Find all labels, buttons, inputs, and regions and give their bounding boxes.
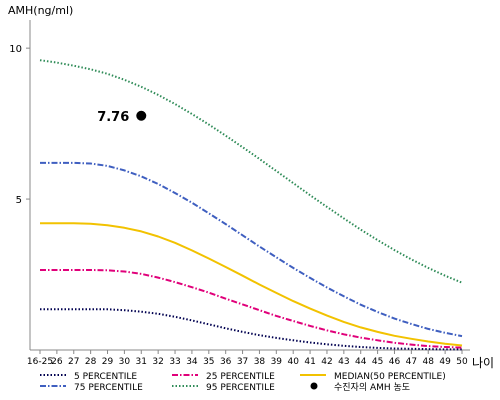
y-axis-title: AMH(ng/ml) (8, 4, 73, 17)
x-tick-label: 34 (186, 357, 198, 367)
legend-item: 75 PERCENTILE (40, 383, 143, 393)
x-axis-title: 나이 (472, 356, 494, 370)
patient-points: 7.76 (97, 110, 147, 125)
x-tick-label: 39 (271, 357, 283, 367)
legend-label: 95 PERCENTILE (206, 383, 275, 393)
legend-label: 수진자의 AMH 농도 (334, 382, 410, 393)
x-tick-label: 40 (287, 357, 299, 367)
x-tick-label: 47 (406, 357, 417, 367)
legend-marker-circle (310, 382, 318, 390)
x-tick-label: 49 (439, 357, 451, 367)
legend-label: MEDIAN(50 PERCENTILE) (334, 372, 446, 382)
legend-item: 25 PERCENTILE (172, 372, 275, 382)
x-tick-label: 26 (51, 357, 63, 367)
legend-item: 5 PERCENTILE (40, 372, 137, 382)
x-tick-label: 50 (456, 357, 468, 367)
legend-item: 수진자의 AMH 농도 (310, 382, 410, 393)
x-tick-label: 32 (152, 357, 163, 367)
series-line-median-50-percentile (40, 222, 463, 347)
series-line-95-percentile (39, 59, 463, 284)
x-tick-label: 42 (321, 357, 332, 367)
x-tick-label: 29 (102, 357, 114, 367)
legend-label: 75 PERCENTILE (74, 383, 143, 393)
legend-item: 95 PERCENTILE (172, 383, 275, 393)
series-lines (39, 59, 463, 351)
legend-label: 5 PERCENTILE (74, 372, 137, 382)
axes (29, 20, 470, 351)
series-line-25-percentile (40, 269, 463, 349)
legend-label: 25 PERCENTILE (206, 372, 275, 382)
series-line-75-percentile (40, 161, 463, 338)
legend-item: MEDIAN(50 PERCENTILE) (300, 372, 446, 382)
x-tick-label: 28 (85, 357, 97, 367)
x-tick-label: 44 (355, 357, 367, 367)
x-tick-label: 43 (338, 357, 349, 367)
x-tick-label: 48 (423, 357, 435, 367)
patient-amh-point (136, 110, 147, 121)
x-tick-label: 27 (68, 357, 79, 367)
y-tick-label: 10 (9, 44, 22, 55)
legend: 5 PERCENTILE 25 PERCENTILE MEDIAN(50 PERCE… (40, 372, 446, 393)
series-line-5-percentile (40, 308, 462, 351)
x-tick-label: 46 (389, 357, 401, 367)
x-tick-label: 41 (304, 357, 315, 367)
y-ticks: 5 10 (9, 44, 30, 206)
x-tick-label: 16-25 (27, 357, 53, 367)
y-tick-label: 5 (16, 195, 22, 206)
x-tick-label: 37 (237, 357, 248, 367)
x-tick-label: 31 (136, 357, 147, 367)
x-tick-label: 36 (220, 357, 232, 367)
x-tick-label: 45 (372, 357, 383, 367)
patient-amh-value-label: 7.76 (97, 110, 129, 125)
x-tick-label: 38 (254, 357, 266, 367)
x-tick-label: 30 (119, 357, 131, 367)
x-tick-label: 35 (203, 357, 214, 367)
x-tick-label: 33 (169, 357, 180, 367)
